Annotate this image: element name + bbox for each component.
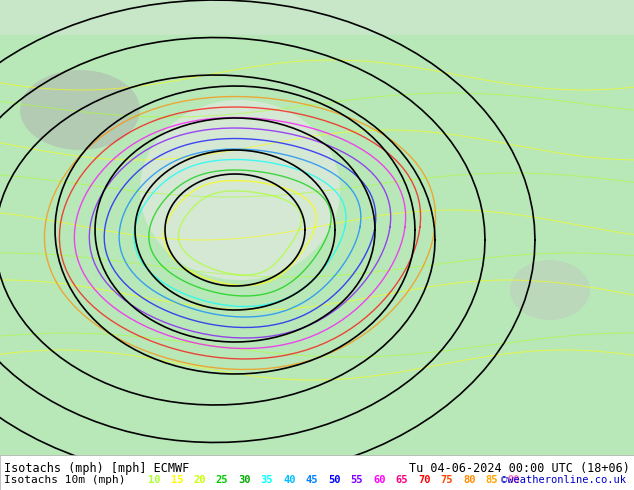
Text: 55: 55 — [351, 475, 363, 485]
Text: 80: 80 — [463, 475, 476, 485]
Text: 65: 65 — [396, 475, 408, 485]
Text: 20: 20 — [193, 475, 205, 485]
Text: 45: 45 — [306, 475, 318, 485]
Text: 90: 90 — [508, 475, 521, 485]
Ellipse shape — [140, 100, 340, 280]
FancyBboxPatch shape — [0, 455, 634, 490]
Text: 85: 85 — [486, 475, 498, 485]
Text: 50: 50 — [328, 475, 340, 485]
Text: Isotachs (mph) [mph] ECMWF: Isotachs (mph) [mph] ECMWF — [4, 462, 190, 475]
Text: Tu 04-06-2024 00:00 UTC (18+06): Tu 04-06-2024 00:00 UTC (18+06) — [409, 462, 630, 475]
FancyBboxPatch shape — [0, 35, 634, 455]
Text: 35: 35 — [261, 475, 273, 485]
Text: Isotachs 10m (mph): Isotachs 10m (mph) — [4, 475, 126, 485]
Text: 70: 70 — [418, 475, 430, 485]
Text: ©weatheronline.co.uk: ©weatheronline.co.uk — [501, 475, 626, 485]
Text: 60: 60 — [373, 475, 385, 485]
Text: 30: 30 — [238, 475, 250, 485]
Text: 25: 25 — [216, 475, 228, 485]
Text: 40: 40 — [283, 475, 295, 485]
Text: 10: 10 — [148, 475, 160, 485]
Text: 15: 15 — [171, 475, 183, 485]
Text: 75: 75 — [441, 475, 453, 485]
Ellipse shape — [20, 70, 140, 150]
FancyBboxPatch shape — [0, 455, 634, 490]
Ellipse shape — [510, 260, 590, 320]
